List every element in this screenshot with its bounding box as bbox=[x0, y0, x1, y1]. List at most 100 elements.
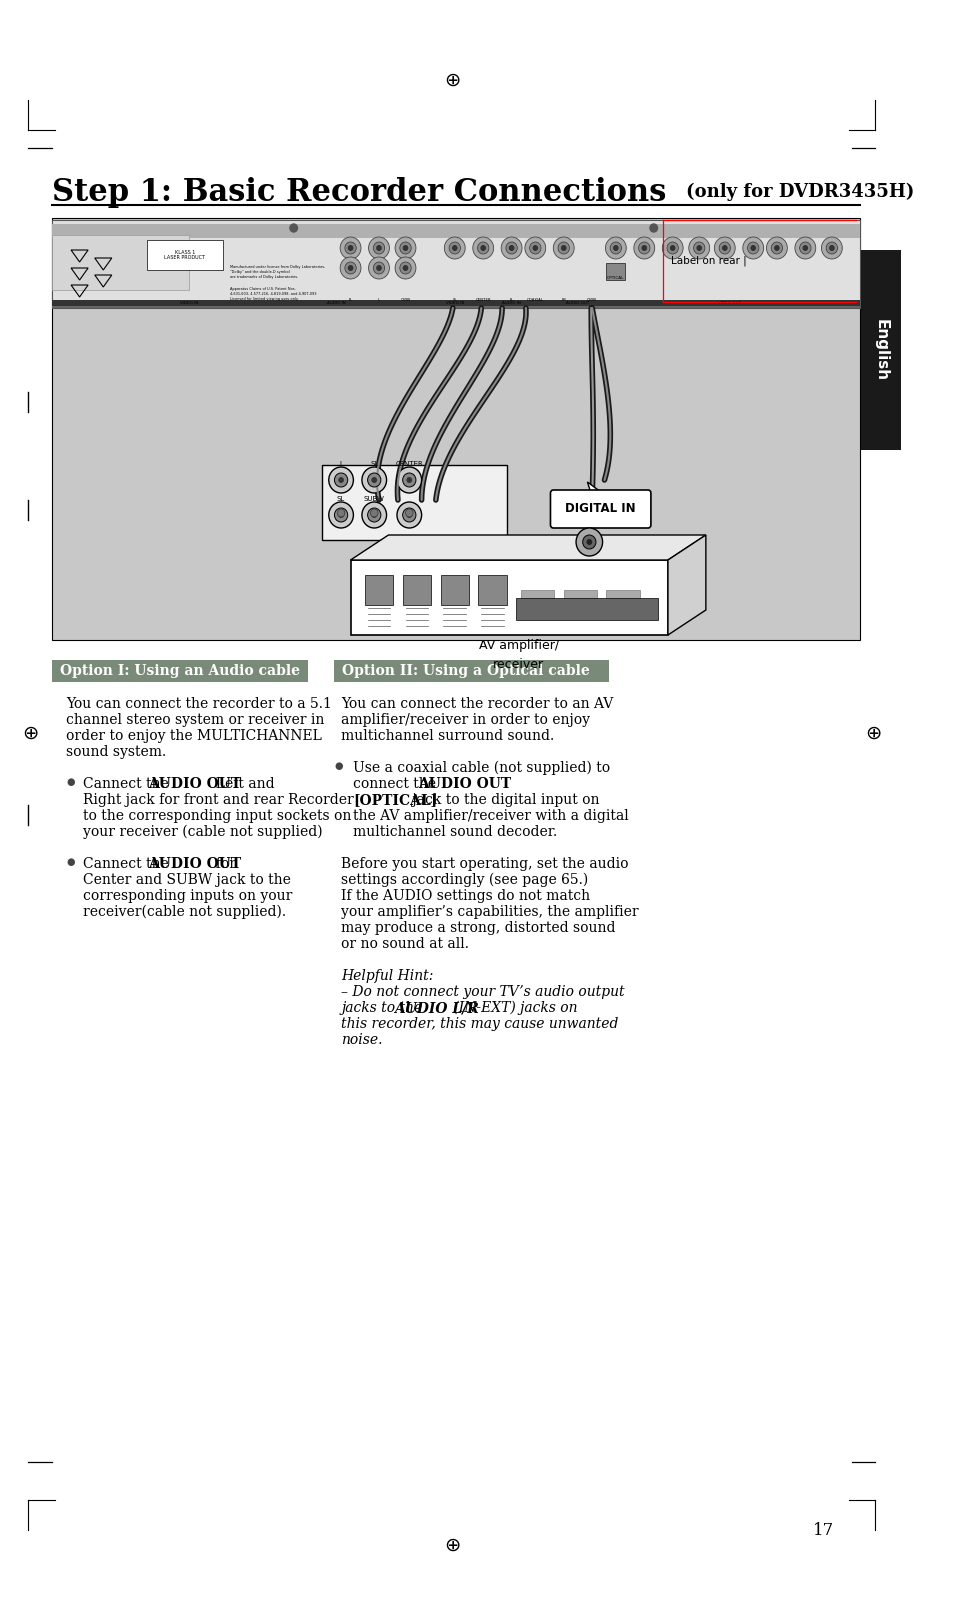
Text: this recorder, this may cause unwanted: this recorder, this may cause unwanted bbox=[341, 1018, 618, 1030]
Circle shape bbox=[340, 237, 360, 259]
Circle shape bbox=[290, 224, 297, 232]
Text: sound system.: sound system. bbox=[67, 745, 167, 758]
Bar bbox=[563, 589, 597, 601]
Circle shape bbox=[610, 242, 621, 254]
Circle shape bbox=[368, 237, 389, 259]
Text: channel stereo system or receiver in: channel stereo system or receiver in bbox=[67, 713, 324, 728]
Bar bbox=[52, 217, 860, 641]
Bar bbox=[520, 589, 554, 601]
Text: You can connect the recorder to a 5.1: You can connect the recorder to a 5.1 bbox=[67, 697, 332, 712]
Circle shape bbox=[367, 509, 380, 522]
Text: your receiver (cable not supplied): your receiver (cable not supplied) bbox=[83, 824, 323, 839]
Circle shape bbox=[605, 237, 625, 259]
Circle shape bbox=[505, 242, 517, 254]
Circle shape bbox=[367, 473, 380, 486]
Text: Option II: Using a Optical cable: Option II: Using a Optical cable bbox=[342, 663, 589, 678]
Circle shape bbox=[742, 237, 762, 259]
Circle shape bbox=[693, 242, 704, 254]
Circle shape bbox=[688, 237, 709, 259]
Text: COAXIAL: COAXIAL bbox=[526, 298, 543, 303]
Circle shape bbox=[361, 502, 386, 528]
Text: Use a coaxial cable (not supplied) to: Use a coaxial cable (not supplied) to bbox=[353, 762, 610, 776]
Circle shape bbox=[345, 242, 355, 254]
Bar bbox=[52, 660, 308, 683]
Text: settings accordingly (see page 65.): settings accordingly (see page 65.) bbox=[341, 873, 588, 887]
Circle shape bbox=[532, 245, 537, 251]
Text: L: L bbox=[377, 298, 379, 303]
Bar bbox=[335, 660, 609, 683]
Bar bbox=[52, 235, 190, 290]
Text: SL: SL bbox=[452, 298, 456, 303]
Circle shape bbox=[370, 509, 377, 517]
Text: Center and SUBW jack to the: Center and SUBW jack to the bbox=[83, 873, 291, 887]
Circle shape bbox=[375, 245, 381, 251]
Circle shape bbox=[347, 266, 353, 270]
Circle shape bbox=[558, 242, 569, 254]
Text: ⊕: ⊕ bbox=[864, 723, 881, 742]
Text: (only for DVDR3435H): (only for DVDR3435H) bbox=[685, 184, 913, 201]
Circle shape bbox=[340, 258, 360, 279]
Text: your amplifier’s capabilities, the amplifier: your amplifier’s capabilities, the ampli… bbox=[341, 905, 639, 919]
Circle shape bbox=[373, 262, 384, 274]
Bar bbox=[52, 299, 860, 308]
Text: AUDIO OUT: AUDIO OUT bbox=[566, 301, 589, 304]
Text: FL: FL bbox=[509, 298, 514, 303]
Bar bbox=[52, 224, 860, 238]
Bar bbox=[440, 575, 469, 605]
Text: – Do not connect your TV’s audio output: – Do not connect your TV’s audio output bbox=[341, 985, 624, 998]
Bar bbox=[52, 299, 860, 306]
Text: corresponding inputs on your: corresponding inputs on your bbox=[83, 889, 293, 903]
Bar bbox=[52, 221, 860, 308]
Circle shape bbox=[799, 242, 810, 254]
Polygon shape bbox=[667, 535, 705, 634]
Circle shape bbox=[406, 512, 412, 518]
Polygon shape bbox=[350, 535, 705, 560]
Text: AUDIO OUT: AUDIO OUT bbox=[148, 778, 241, 791]
Circle shape bbox=[361, 467, 386, 493]
Text: CVBS: CVBS bbox=[586, 298, 597, 303]
Text: KLASS 1
LASER PRODUCT: KLASS 1 LASER PRODUCT bbox=[164, 250, 205, 261]
Text: may produce a strong, distorted sound: may produce a strong, distorted sound bbox=[341, 921, 615, 935]
Text: noise.: noise. bbox=[341, 1034, 382, 1047]
Bar bbox=[322, 465, 506, 539]
Circle shape bbox=[477, 242, 488, 254]
Text: VIDEO OUT: VIDEO OUT bbox=[718, 301, 740, 304]
Text: OPTICAL: OPTICAL bbox=[606, 275, 624, 280]
Text: ●: ● bbox=[67, 778, 74, 787]
Circle shape bbox=[649, 224, 657, 232]
Bar bbox=[516, 597, 658, 620]
Circle shape bbox=[613, 245, 618, 251]
Circle shape bbox=[500, 237, 521, 259]
Text: AUDIO L/R: AUDIO L/R bbox=[394, 1001, 478, 1014]
Circle shape bbox=[480, 245, 485, 251]
Text: CVBS: CVBS bbox=[400, 298, 411, 303]
Text: Before you start operating, set the audio: Before you start operating, set the audi… bbox=[341, 857, 628, 871]
Text: SL: SL bbox=[336, 496, 345, 502]
Text: ⊕: ⊕ bbox=[22, 723, 38, 742]
Circle shape bbox=[825, 242, 837, 254]
Text: Cannect the: Cannect the bbox=[83, 778, 173, 791]
Circle shape bbox=[633, 237, 654, 259]
Circle shape bbox=[402, 473, 416, 486]
Bar bbox=[402, 575, 431, 605]
Circle shape bbox=[335, 509, 347, 522]
Circle shape bbox=[338, 477, 344, 483]
Text: Step 1: Basic Recorder Connections: Step 1: Basic Recorder Connections bbox=[52, 177, 666, 208]
Text: [OPTICAL]: [OPTICAL] bbox=[353, 794, 437, 807]
Text: multichannel surround sound.: multichannel surround sound. bbox=[341, 729, 554, 742]
Text: L: L bbox=[339, 460, 343, 467]
Text: or no sound at all.: or no sound at all. bbox=[341, 937, 469, 952]
Text: Manufactured under license from Dolby Laboratories,
"Dolby" and the double-D sym: Manufactured under license from Dolby La… bbox=[230, 266, 325, 279]
Bar bbox=[606, 589, 639, 601]
Text: English: English bbox=[873, 319, 887, 382]
Text: jack to the digital input on: jack to the digital input on bbox=[408, 794, 599, 807]
Circle shape bbox=[329, 467, 353, 493]
Circle shape bbox=[371, 512, 376, 518]
Circle shape bbox=[347, 245, 353, 251]
Circle shape bbox=[373, 242, 384, 254]
Circle shape bbox=[696, 245, 701, 251]
Circle shape bbox=[524, 237, 545, 259]
Polygon shape bbox=[587, 481, 603, 494]
Text: FR: FR bbox=[560, 298, 565, 303]
FancyBboxPatch shape bbox=[550, 489, 650, 528]
